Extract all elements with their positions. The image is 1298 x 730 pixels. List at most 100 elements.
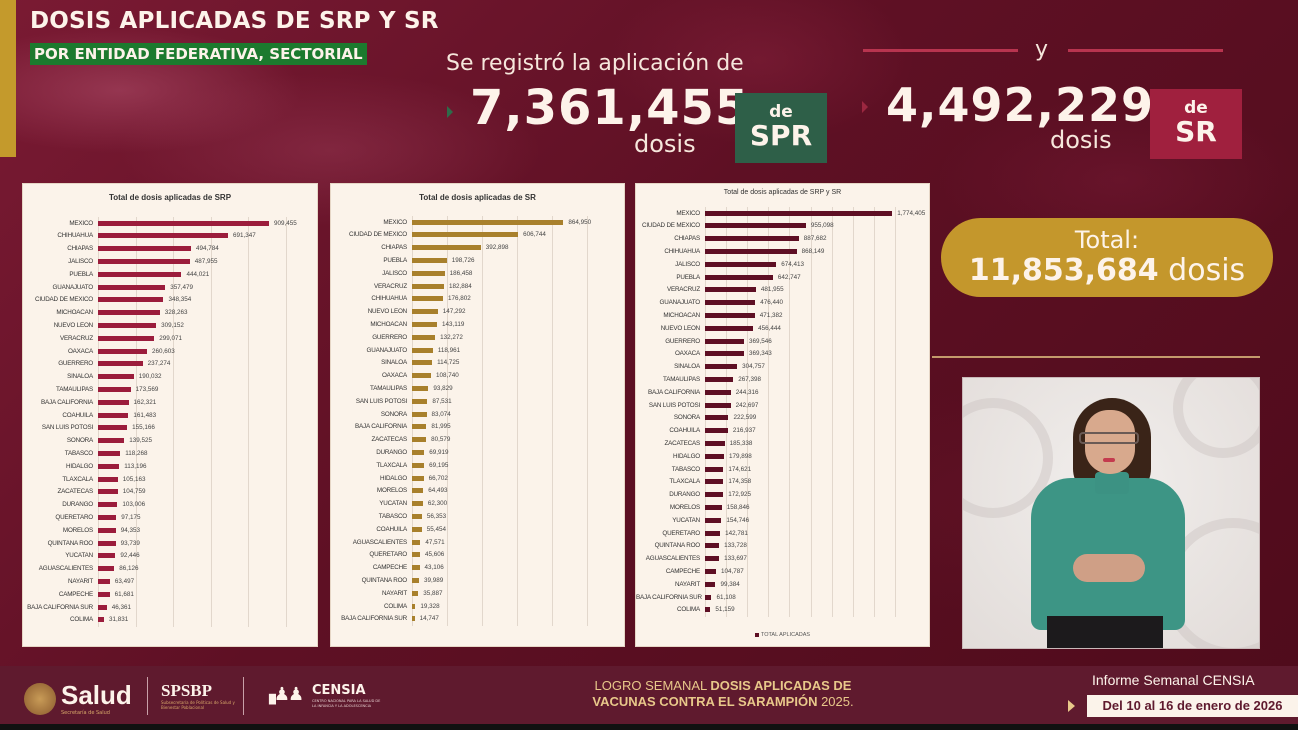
date-range: Del 10 al 16 de enero de 2026 (1087, 695, 1298, 717)
bar (705, 364, 738, 370)
category-label: GUANAJUATO (659, 299, 701, 307)
bar-row: DURANGO 103,006 (23, 499, 317, 511)
value-label: 61,108 (716, 593, 736, 601)
value-label: 179,898 (728, 452, 752, 460)
value-label: 182,884 (449, 282, 472, 290)
bar (705, 504, 722, 510)
bar (98, 425, 128, 431)
category-label: SINALOA (67, 373, 93, 381)
chart-legend: TOTAL APLICADAS (636, 632, 929, 638)
bar (705, 261, 777, 267)
value-label: 172,925 (728, 491, 752, 499)
bar-row: JALISCO 487,955 (23, 255, 317, 267)
value-label: 31,831 (108, 616, 129, 624)
category-label: MICHOACAN (370, 320, 407, 328)
value-label: 103,006 (122, 501, 146, 509)
category-label: MICHOACAN (663, 311, 700, 319)
value-label: 244,316 (735, 388, 759, 396)
bar-row: MEXICO 864,950 (331, 216, 624, 228)
gridline (852, 207, 854, 617)
bar-row: SINALOA 304,757 (636, 361, 929, 373)
category-label: AGUASCALIENTES (352, 538, 407, 546)
bar-row: MICHOACAN 471,382 (636, 309, 929, 321)
bar-row: TABASCO 174,621 (636, 463, 929, 475)
bar-row: COLIMA 31,831 (23, 614, 317, 626)
chart-title: Total de dosis aplicadas de SR (419, 193, 536, 202)
gridline (447, 216, 448, 626)
bar-row: OAXACA 108,740 (331, 370, 624, 382)
gridline (173, 217, 175, 627)
category-label: VERACRUZ (59, 334, 93, 342)
bar (412, 501, 423, 507)
bar (98, 310, 160, 316)
category-label: SAN LUIS POTOSI (355, 397, 407, 405)
bar-row: TLAXCALA 174,358 (636, 476, 929, 488)
gridline (98, 217, 99, 627)
bar (705, 236, 799, 242)
bar (705, 543, 720, 549)
bar-row: PUEBLA 444,021 (23, 268, 317, 280)
bar-row: CIUDAD DE MEXICO 348,354 (23, 294, 317, 306)
category-label: ZACATECAS (664, 439, 700, 447)
bar (705, 415, 729, 421)
value-label: 99,384 (720, 580, 740, 588)
chart-srp: Total de dosis aplicadas de SRP MEXICO 90… (22, 183, 318, 647)
bar-row: MORELOS 94,353 (23, 524, 317, 536)
category-label: COLIMA (677, 606, 700, 614)
bar (705, 556, 720, 562)
category-label: MORELOS (376, 487, 407, 495)
value-label: 237,274 (147, 360, 171, 368)
bar-row: AGUASCALIENTES 47,571 (331, 536, 624, 548)
bar (705, 453, 724, 459)
bar (412, 616, 415, 622)
category-label: BAJA CALIFORNIA (355, 423, 407, 431)
bar (98, 284, 166, 290)
gridline (412, 216, 413, 626)
category-label: COAHUILA (376, 525, 407, 533)
gridline (517, 216, 518, 626)
category-label: PUEBLA (676, 273, 700, 281)
bar-row: ZACATECAS 185,338 (636, 437, 929, 449)
category-label: HIDALGO (673, 452, 700, 460)
srp-badge-de: de (769, 102, 793, 123)
bar (98, 399, 129, 405)
bar-row: CHIHUAHUA 691,347 (23, 230, 317, 242)
bar-row: SINALOA 190,032 (23, 371, 317, 383)
value-label: 51,159 (715, 606, 735, 614)
value-label: 66,702 (428, 474, 448, 482)
value-label: 487,955 (194, 257, 218, 265)
bar-row: NAYARIT 35,887 (331, 587, 624, 599)
bar-row: YUCATAN 92,446 (23, 550, 317, 562)
value-label: 494,784 (196, 245, 219, 253)
srp-total-value: 7,361,455 (470, 80, 750, 136)
bar (412, 398, 428, 404)
bar-row: COLIMA 51,159 (636, 604, 929, 616)
value-label: 174,621 (728, 465, 752, 473)
value-label: 114,725 (437, 359, 460, 367)
value-label: 80,579 (431, 436, 451, 444)
value-label: 45,606 (424, 551, 445, 559)
category-label: VERACRUZ (666, 286, 700, 294)
separator-line (932, 356, 1260, 358)
salud-subtitle: Secretaría de Salud (61, 710, 110, 716)
bar-row: ZACATECAS 104,759 (23, 486, 317, 498)
total-unit: dosis (1168, 252, 1246, 288)
bar-row: COAHUILA 216,937 (636, 425, 929, 437)
value-label: 61,681 (114, 590, 134, 598)
value-label: 216,937 (732, 427, 756, 435)
category-label: MEXICO (676, 209, 700, 217)
bar-row: COAHUILA 55,454 (331, 523, 624, 535)
value-label: 955,098 (810, 222, 834, 230)
value-label: 887,682 (803, 235, 827, 243)
value-label: 176,802 (447, 295, 471, 303)
sr-badge: de SR (1150, 89, 1242, 159)
bar (412, 309, 438, 315)
bar-row: GUERRERO 132,272 (331, 331, 624, 343)
value-label: 142,781 (725, 529, 748, 537)
value-label: 222,599 (733, 414, 757, 422)
bar (705, 440, 725, 446)
interpreter-lips (1103, 458, 1115, 462)
bar (98, 591, 110, 597)
category-label: OAXACA (674, 350, 700, 358)
category-label: TAMAULIPAS (56, 385, 93, 393)
